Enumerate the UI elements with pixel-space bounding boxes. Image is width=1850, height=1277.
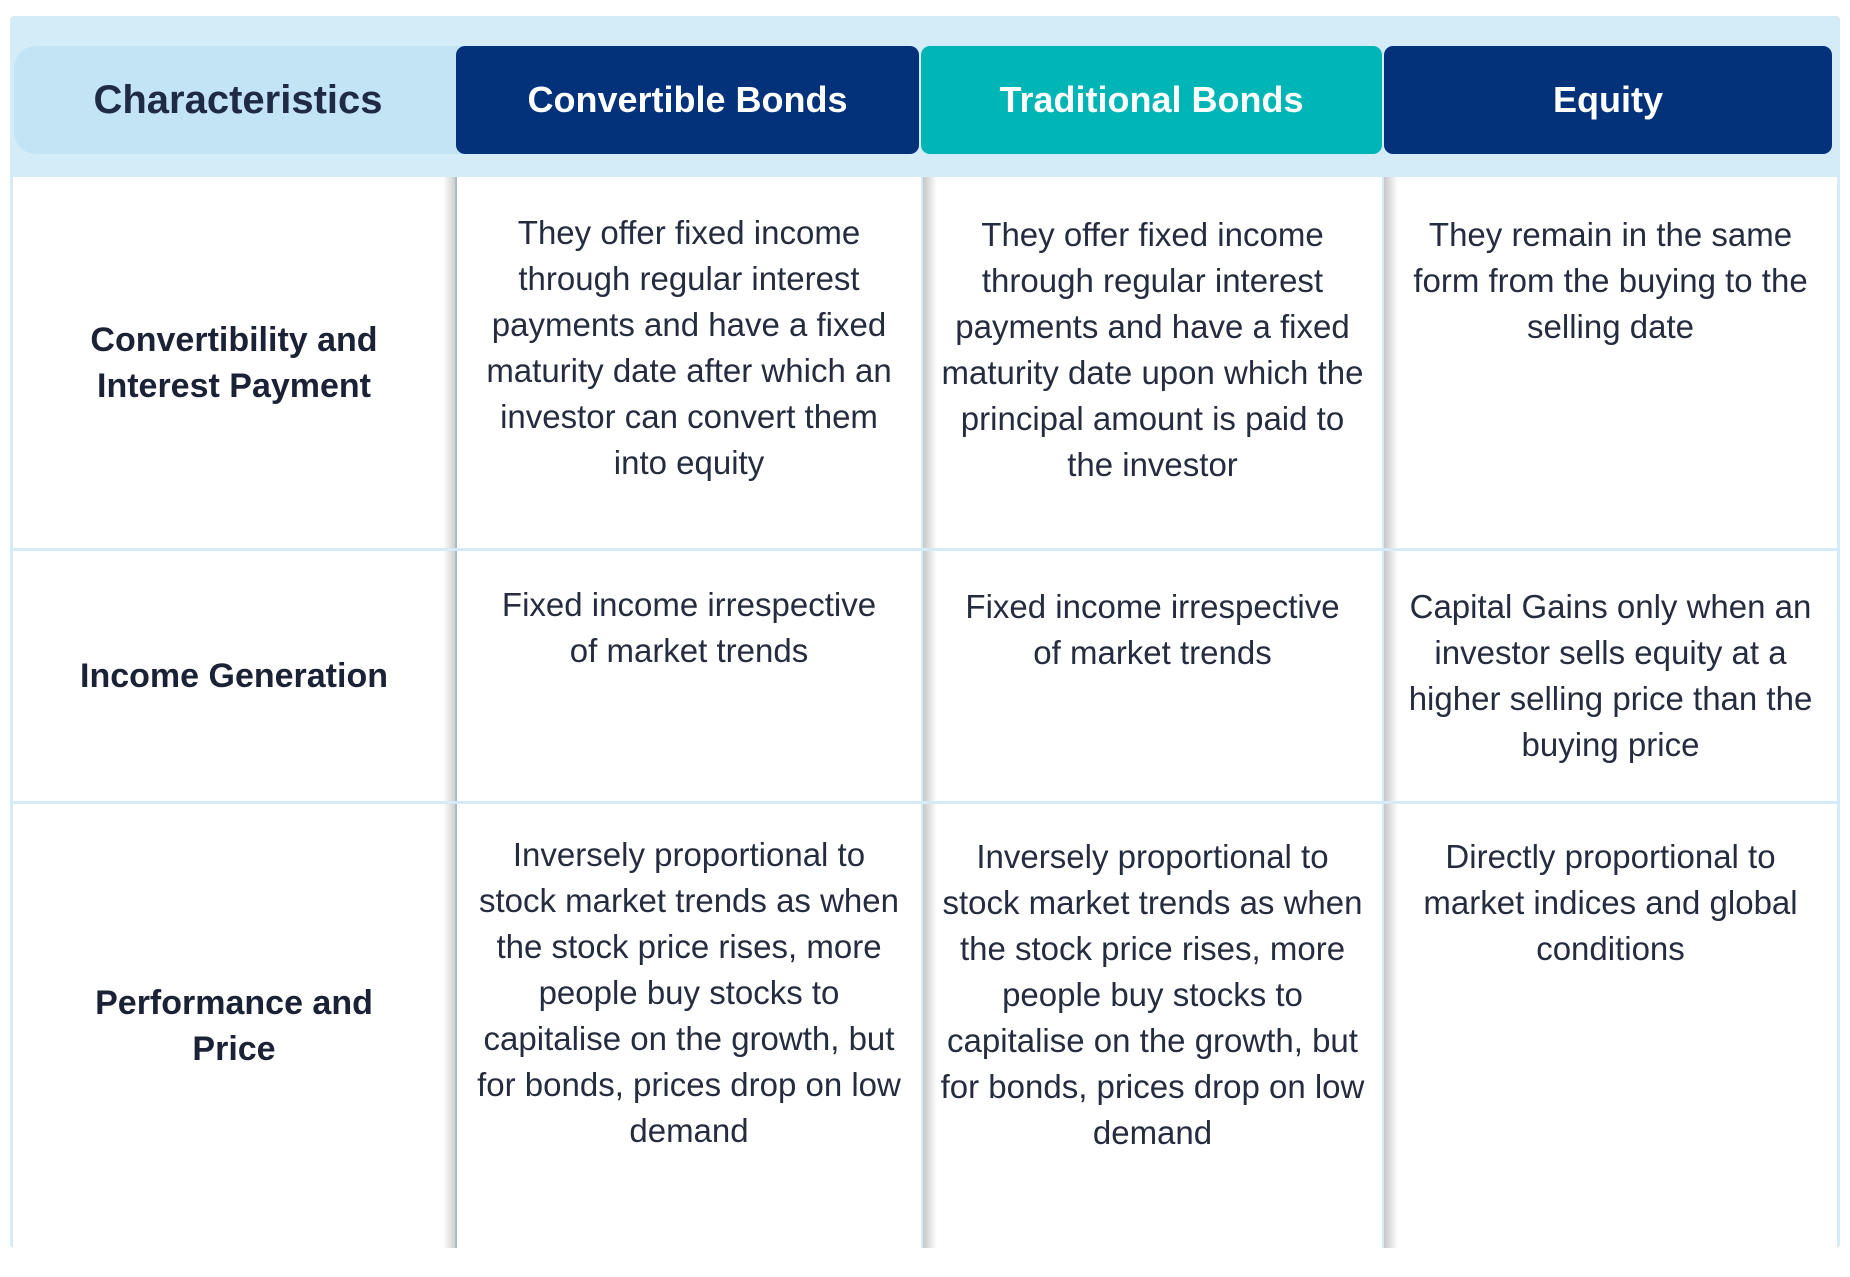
header-traditional-bonds: Traditional Bonds bbox=[921, 46, 1382, 154]
cell-equity-income: Capital Gains only when an investor sell… bbox=[1408, 588, 1813, 763]
row-label-convertibility: Convertibility and Interest Payment bbox=[90, 320, 378, 405]
column-shadow bbox=[923, 177, 937, 1248]
column-divider bbox=[1382, 177, 1384, 1248]
cell-convertible-income: Fixed income irrespective of market tren… bbox=[501, 586, 877, 669]
cell-convertible-convertibility: They offer fixed income through regular … bbox=[486, 214, 892, 481]
row-divider bbox=[13, 801, 1837, 804]
column-divider bbox=[921, 177, 923, 1248]
row-divider bbox=[13, 548, 1837, 551]
header-equity: Equity bbox=[1384, 46, 1832, 154]
column-shadow bbox=[1384, 177, 1398, 1248]
cell-traditional-convertibility: They offer fixed income through regular … bbox=[941, 216, 1364, 483]
cell-traditional-performance: Inversely proportional to stock market t… bbox=[940, 838, 1365, 1151]
row-label-performance: Performance and Price bbox=[95, 984, 373, 1068]
cell-convertible-performance: Inversely proportional to stock market t… bbox=[477, 836, 901, 1149]
cell-equity-performance: Directly proportional to market indices … bbox=[1423, 838, 1798, 967]
cell-equity-convertibility: They remain in the same form from the bu… bbox=[1413, 216, 1808, 345]
cell-traditional-income: Fixed income irrespective of market tren… bbox=[965, 588, 1340, 671]
column-divider bbox=[455, 177, 457, 1248]
row-label-income: Income Generation bbox=[80, 657, 388, 695]
header-characteristics: Characteristics bbox=[14, 46, 462, 154]
table-header: Characteristics Convertible Bonds Tradit… bbox=[10, 46, 1840, 154]
table-body bbox=[13, 177, 1837, 1248]
header-convertible-bonds: Convertible Bonds bbox=[456, 46, 919, 154]
